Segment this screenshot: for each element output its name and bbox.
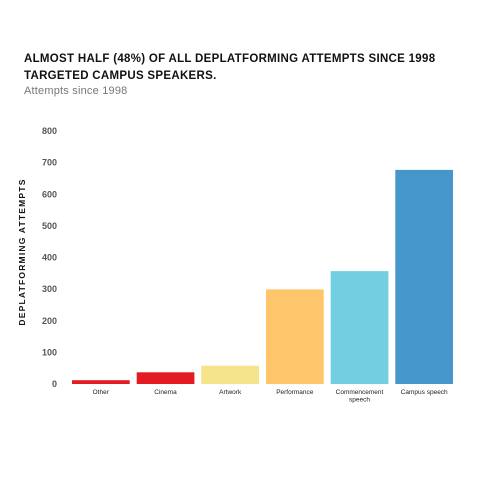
y-tick-label: 0 xyxy=(52,379,57,389)
y-tick-label: 300 xyxy=(42,284,57,294)
y-tick-label: 800 xyxy=(42,126,57,136)
y-tick-label: 700 xyxy=(42,158,57,168)
y-tick-label: 400 xyxy=(42,253,57,263)
bar xyxy=(72,380,130,384)
x-tick-label: Cinema xyxy=(154,389,177,396)
bar xyxy=(330,271,389,384)
x-axis-labels: Other Cinema Artwork Performance Commencemen… xyxy=(93,389,448,404)
bar xyxy=(266,289,324,384)
x-tick-label: Commencement xyxy=(336,389,384,396)
x-tick-label: Other xyxy=(93,389,110,396)
bars xyxy=(72,169,453,384)
x-tick-label: Campus speech xyxy=(401,389,448,396)
bar xyxy=(201,365,259,384)
y-tick-label: 100 xyxy=(42,347,57,357)
x-tick-label: Artwork xyxy=(219,389,242,396)
bar xyxy=(395,169,453,384)
bar xyxy=(136,372,195,384)
y-axis-label: DEPLATFORMING ATTEMPTS xyxy=(17,178,27,325)
y-axis-ticks: 0 100 200 300 400 500 600 700 800 xyxy=(42,126,57,389)
chart-title: ALMOST HALF (48%) OF ALL DEPLATFORMING A… xyxy=(24,53,436,82)
y-tick-label: 200 xyxy=(42,316,57,326)
y-tick-label: 600 xyxy=(42,189,57,199)
chart-subtitle: Attempts since 1998 xyxy=(24,85,128,97)
x-tick-label: speech xyxy=(349,397,370,404)
y-tick-label: 500 xyxy=(42,221,57,231)
x-tick-label: Performance xyxy=(276,389,314,396)
